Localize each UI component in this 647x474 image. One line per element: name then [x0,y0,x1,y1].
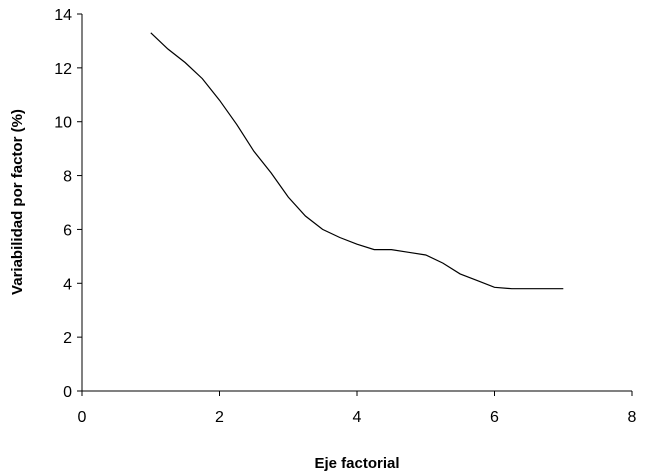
y-tick-label: 6 [63,222,72,239]
data-points [151,33,564,289]
y-tick-label: 2 [63,330,72,347]
y-tick-label: 4 [63,276,72,293]
y-axis-ticks: 0 2 4 6 8 10 12 14 [54,7,82,401]
x-tick-label: 6 [490,409,499,426]
series-line [150,32,564,290]
y-tick-label: 12 [54,61,72,78]
y-tick-label: 14 [54,7,72,24]
x-axis-ticks: 0 2 4 6 8 [78,391,637,426]
x-tick-label: 0 [78,409,87,426]
plot-area: 0 2 4 6 8 10 12 14 0 2 4 6 8 [54,7,636,426]
y-tick-label: 8 [63,169,72,186]
x-axis-title: Eje factorial [314,455,399,472]
y-tick-label: 0 [63,384,72,401]
x-tick-label: 2 [215,409,224,426]
y-tick-label: 10 [54,115,72,132]
y-axis-title: Variabilidad por factor (%) [9,109,26,295]
x-tick-label: 4 [353,409,362,426]
x-tick-label: 8 [628,409,637,426]
